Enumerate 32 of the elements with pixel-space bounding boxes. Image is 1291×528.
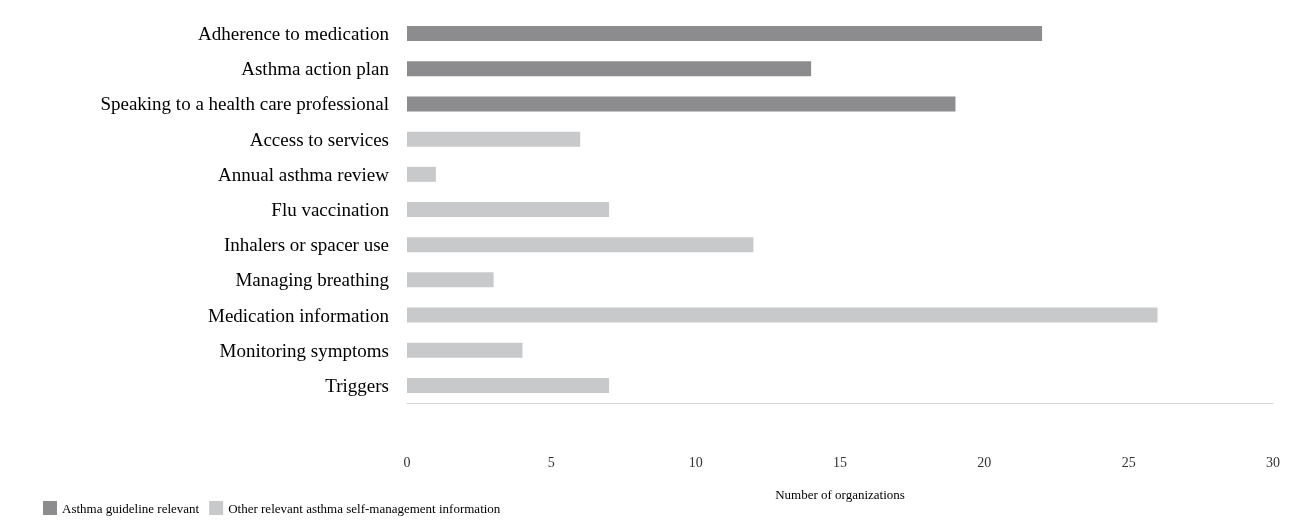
- x-tick-label: 30: [1266, 454, 1280, 470]
- legend-label: Other relevant asthma self-management information: [228, 500, 501, 516]
- y-tick-label: Annual asthma review: [218, 163, 390, 185]
- bar: [407, 307, 1158, 323]
- y-tick-label: Medication information: [208, 304, 390, 326]
- bar: [407, 272, 494, 288]
- x-tick-label: 20: [977, 454, 992, 470]
- x-tick-label: 25: [1121, 454, 1136, 470]
- y-tick-label: Flu vaccination: [271, 199, 390, 220]
- bar: [407, 202, 610, 217]
- y-tick-label: Inhalers or spacer use: [223, 234, 389, 256]
- y-tick-label: Asthma action plan: [241, 58, 390, 80]
- bar: [407, 377, 610, 393]
- bar: [407, 342, 523, 358]
- y-tick-label: Access to services: [249, 128, 389, 150]
- y-tick-label: Speaking to a health care professional: [100, 93, 389, 115]
- legend-label: Asthma guideline relevant: [62, 500, 200, 516]
- x-tick-label: 10: [688, 454, 703, 470]
- y-tick-label: Triggers: [325, 374, 389, 396]
- bar: [407, 96, 956, 112]
- y-tick-label: Managing breathing: [235, 269, 390, 291]
- bar: [407, 26, 1043, 42]
- bar: [407, 237, 754, 253]
- bar: [407, 131, 581, 147]
- y-tick-label: Monitoring symptoms: [219, 339, 389, 361]
- bar: [407, 166, 436, 182]
- y-tick-label: Adherence to medication: [198, 23, 390, 45]
- x-tick-label: 5: [547, 454, 555, 470]
- x-axis-title: Number of organizations: [775, 487, 905, 502]
- bar: [407, 61, 812, 77]
- x-tick-label: 15: [833, 454, 847, 470]
- x-tick-label: 0: [403, 454, 411, 470]
